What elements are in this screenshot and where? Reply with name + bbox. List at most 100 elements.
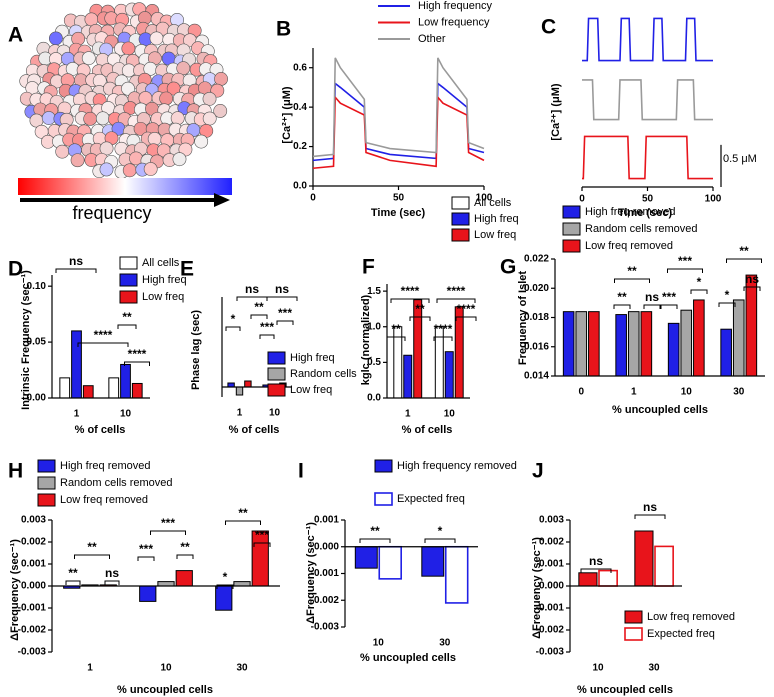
bracket <box>124 361 150 366</box>
cell <box>213 104 228 118</box>
bar <box>378 545 402 580</box>
scale-bar-label: 0.5 μM <box>723 153 757 165</box>
significance: ** <box>739 244 749 258</box>
legend-label: Expected freq <box>397 493 465 505</box>
cell <box>41 111 56 125</box>
x-tick-label: 30 <box>648 663 660 674</box>
legend-label: High freq <box>474 213 519 225</box>
cell <box>122 163 137 178</box>
legend-swatch <box>119 256 138 270</box>
x-tick-label: 1 <box>237 408 243 419</box>
y-tick-label: 0.002 <box>539 537 564 548</box>
bracket <box>718 302 736 307</box>
cell <box>95 111 110 126</box>
significance: * <box>697 275 702 289</box>
x-axis-label: % of cells <box>402 424 453 436</box>
y-axis-label: ΔFrequency (sec⁻¹) <box>531 537 543 639</box>
x-tick-label: 0 <box>310 193 316 204</box>
y-tick-label: 0.001 <box>539 559 564 570</box>
legend-swatch <box>119 290 138 304</box>
y-tick-label: -0.003 <box>18 647 47 658</box>
y-axis-label: Frequency of Islet <box>517 271 529 365</box>
x-tick-label: 10 <box>120 409 132 420</box>
y-tick-label: -0.003 <box>311 622 340 633</box>
x-tick-label: 10 <box>444 409 456 420</box>
y-tick-label: 0.4 <box>293 102 307 113</box>
panel-letter: B <box>276 18 291 41</box>
trace <box>582 17 713 62</box>
legend-swatch <box>451 212 470 226</box>
panel-letter: A <box>8 24 23 47</box>
legend-swatch <box>37 459 56 473</box>
y-tick-label: 0.00 <box>27 393 47 404</box>
bracket <box>77 342 129 347</box>
trace <box>582 135 713 180</box>
bar <box>108 377 120 399</box>
bracket <box>667 268 703 273</box>
y-tick-label: 0.0 <box>293 181 307 192</box>
bracket <box>104 580 120 585</box>
bracket <box>225 326 241 331</box>
significance: ns <box>105 566 119 580</box>
x-tick-label: 100 <box>476 193 493 204</box>
bar <box>244 380 252 388</box>
colorbar <box>18 178 232 195</box>
legend-label: Low freq removed <box>647 611 735 623</box>
legend-label: Low freq removed <box>60 494 148 506</box>
trace <box>582 79 713 121</box>
y-tick-label: 0.10 <box>27 281 47 292</box>
significance: ns <box>69 254 83 268</box>
legend-label: All cells <box>142 257 180 269</box>
x-tick-label: 10 <box>592 663 604 674</box>
bracket <box>276 320 294 325</box>
legend-label: Low freq removed <box>585 240 673 252</box>
significance: *** <box>161 516 175 530</box>
bar <box>693 299 705 377</box>
significance: ns <box>645 290 659 304</box>
cell <box>121 81 135 96</box>
y-tick-label: 0.003 <box>21 515 46 526</box>
bracket <box>390 298 430 303</box>
significance: **** <box>447 284 466 298</box>
y-tick-label: 0.05 <box>27 337 47 348</box>
significance: **** <box>128 347 147 361</box>
legend-swatch <box>267 367 286 381</box>
legend-swatch <box>562 222 581 236</box>
significance: * <box>725 288 730 302</box>
bar <box>745 274 758 377</box>
bar <box>59 377 71 399</box>
cell <box>172 152 187 167</box>
significance: * <box>438 524 443 538</box>
bracket <box>74 554 110 559</box>
cell <box>83 111 98 126</box>
bracket <box>253 542 271 547</box>
bracket <box>613 304 631 309</box>
significance: *** <box>678 254 692 268</box>
panel-letter: G <box>500 256 516 279</box>
bracket <box>359 538 391 543</box>
bracket <box>176 554 194 559</box>
bracket <box>433 336 453 341</box>
y-axis-label: kglc (normalized) <box>360 294 372 385</box>
bracket <box>436 298 476 303</box>
y-axis-label: [Ca²⁺] (μM) <box>281 86 293 143</box>
x-tick-label: 0 <box>578 387 584 398</box>
y-axis-label: ΔFrequency (sec⁻¹) <box>9 539 21 641</box>
bar <box>444 351 454 399</box>
bar <box>720 328 732 377</box>
x-tick-label: 50 <box>642 194 654 205</box>
bracket <box>250 314 268 319</box>
bar <box>654 545 674 587</box>
bar <box>444 545 469 604</box>
x-axis-label: % uncoupled cells <box>577 684 673 696</box>
bracket <box>614 278 650 283</box>
legend-label: Low frequency <box>418 16 490 28</box>
bracket <box>660 304 678 309</box>
legend-label: High frequency <box>418 0 492 12</box>
y-tick-label: 0.001 <box>21 559 46 570</box>
significance: **** <box>434 322 453 336</box>
bar <box>667 322 680 377</box>
legend-swatch <box>562 205 581 219</box>
y-tick-label: -0.002 <box>536 625 565 636</box>
